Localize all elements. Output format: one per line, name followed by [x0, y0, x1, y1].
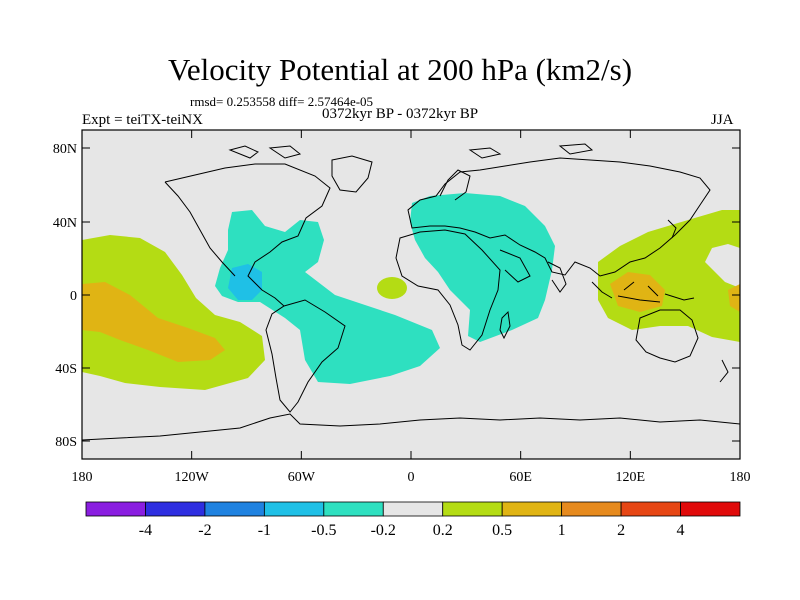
- colorbar-label: -1: [258, 522, 271, 539]
- africa-coast: [395, 229, 501, 351]
- dateline-orange-sliver: [728, 284, 740, 312]
- central-america-negative-core: [228, 264, 262, 300]
- period-label: 0372kyr BP - 0372kyr BP: [322, 106, 479, 122]
- colorbar-swatch: [501, 501, 563, 517]
- lat-tick-label: 40N: [53, 216, 77, 231]
- atlantic-positive-patch: [377, 277, 407, 299]
- colorbar-swatch: [561, 501, 622, 517]
- greenland-coast: [331, 155, 373, 193]
- lat-tick-label: 80N: [53, 142, 77, 157]
- stats-line: rmsd= 0.253558 diff= 2.57464e-05: [190, 94, 374, 109]
- plot-title: Velocity Potential at 200 hPa (km2/s): [167, 52, 633, 87]
- arctic-islands-coast: [228, 143, 594, 159]
- lat-tick-label: 0: [70, 289, 77, 304]
- colorbar-label: 4: [677, 522, 685, 539]
- lat-tick-label: 40S: [55, 362, 77, 377]
- colorbar-swatch: [620, 501, 681, 517]
- longitude-axis: 180 120W 60W 0 60E 120E 180: [72, 130, 751, 485]
- colorbar: -4 -2 -1 -0.5 -0.2 0.2 0.5 1 2 4: [85, 501, 741, 539]
- contour-fields: [82, 143, 740, 441]
- australia-coast: [635, 309, 699, 363]
- latitude-axis: 80N 40N 0 40S 80S: [53, 142, 740, 450]
- japan-coast: [667, 219, 677, 239]
- arabia-india-coast: [499, 249, 567, 293]
- coastlines: [82, 143, 740, 441]
- colorbar-swatch: [680, 501, 741, 517]
- colorbar-swatch: [145, 501, 206, 517]
- colorbar-label: 0.5: [492, 522, 512, 539]
- pacific-orange-core: [82, 282, 225, 362]
- antarctica-coast: [82, 413, 740, 441]
- south-america-coast: [265, 299, 346, 413]
- scandinavia-coast: [439, 169, 471, 201]
- new-zealand-coast: [719, 359, 729, 383]
- lon-tick-label: 120W: [175, 470, 210, 485]
- lon-tick-label: 60W: [288, 470, 316, 485]
- season-label: JJA: [711, 112, 734, 128]
- lon-tick-label: 180: [730, 470, 751, 485]
- maritime-continent-coast: [591, 281, 695, 303]
- lon-tick-label: 0: [408, 470, 415, 485]
- colorbar-label: -0.2: [371, 522, 396, 539]
- north-america-west-coast: [164, 181, 236, 277]
- colorbar-label: 0.2: [433, 522, 453, 539]
- madagascar-coast: [499, 310, 511, 340]
- experiment-label: Expt = teiTX-teiNX: [82, 112, 203, 128]
- colorbar-swatch: [85, 501, 146, 517]
- eurasia-coast: [407, 157, 711, 277]
- lat-tick-label: 80S: [55, 435, 77, 450]
- colorbar-swatch: [204, 501, 265, 517]
- lon-tick-label: 60E: [509, 470, 532, 485]
- americas-negative-region: [215, 210, 440, 384]
- lon-tick-label: 180: [72, 470, 93, 485]
- maritime-orange-core: [610, 272, 665, 312]
- colorbar-label: -4: [139, 522, 152, 539]
- lon-tick-label: 120E: [616, 470, 646, 485]
- colorbar-label: 2: [617, 522, 625, 539]
- colorbar-label: -2: [198, 522, 211, 539]
- colorbar-label: -0.5: [311, 522, 336, 539]
- colorbar-swatch: [323, 501, 384, 517]
- colorbar-label: 1: [558, 522, 566, 539]
- colorbar-swatch: [382, 501, 444, 517]
- north-america-coast: [164, 163, 331, 307]
- colorbar-swatch: [442, 501, 503, 517]
- colorbar-swatch: [263, 501, 325, 517]
